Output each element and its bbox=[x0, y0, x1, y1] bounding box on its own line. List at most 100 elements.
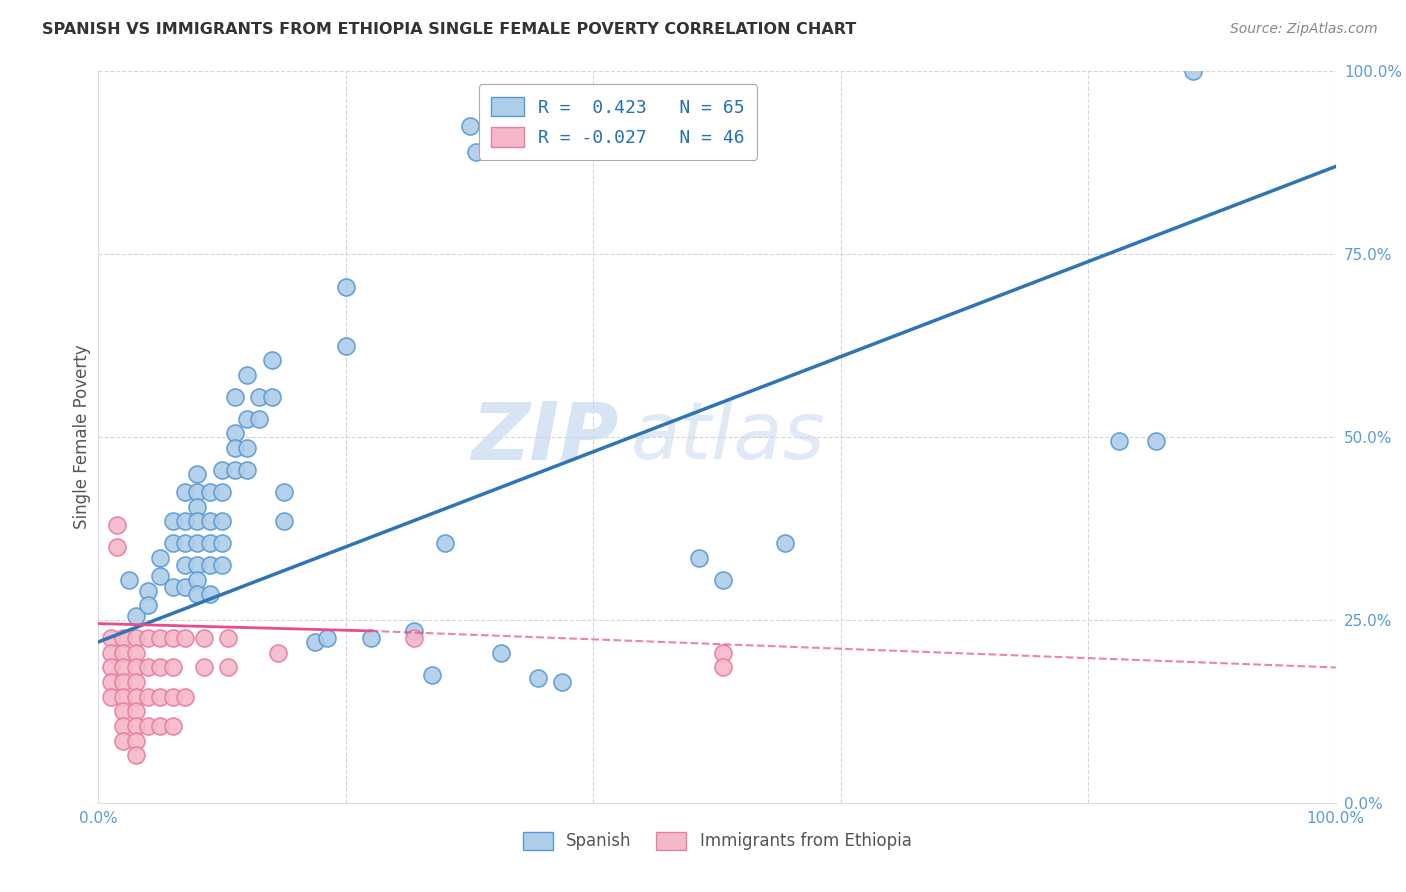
Point bbox=[112, 733, 135, 747]
Point bbox=[100, 675, 122, 690]
Point bbox=[489, 646, 512, 660]
Legend: Spanish, Immigrants from Ethiopia: Spanish, Immigrants from Ethiopia bbox=[513, 822, 921, 860]
Point bbox=[273, 514, 295, 528]
Point bbox=[186, 536, 208, 550]
Point bbox=[162, 514, 184, 528]
Point bbox=[224, 441, 246, 455]
Point bbox=[551, 675, 574, 690]
Point bbox=[124, 719, 146, 733]
Point bbox=[211, 514, 233, 528]
Text: SPANISH VS IMMIGRANTS FROM ETHIOPIA SINGLE FEMALE POVERTY CORRELATION CHART: SPANISH VS IMMIGRANTS FROM ETHIOPIA SING… bbox=[42, 22, 856, 37]
Point bbox=[688, 550, 710, 565]
Point bbox=[124, 733, 146, 747]
Point bbox=[100, 660, 122, 674]
Point bbox=[267, 646, 290, 660]
Point bbox=[124, 705, 146, 719]
Point bbox=[136, 632, 159, 646]
Point bbox=[105, 540, 128, 554]
Point bbox=[186, 514, 208, 528]
Point bbox=[186, 587, 208, 601]
Point bbox=[112, 646, 135, 660]
Text: atlas: atlas bbox=[630, 398, 825, 476]
Point bbox=[174, 536, 197, 550]
Point bbox=[186, 467, 208, 481]
Point bbox=[198, 514, 221, 528]
Point bbox=[422, 667, 444, 681]
Point bbox=[186, 485, 208, 500]
Point bbox=[211, 536, 233, 550]
Point bbox=[402, 624, 425, 638]
Point bbox=[273, 485, 295, 500]
Point bbox=[112, 690, 135, 704]
Point bbox=[711, 660, 734, 674]
Point bbox=[193, 660, 215, 674]
Point bbox=[136, 660, 159, 674]
Point bbox=[247, 390, 270, 404]
Point bbox=[316, 632, 339, 646]
Point bbox=[162, 690, 184, 704]
Point bbox=[174, 558, 197, 573]
Point bbox=[224, 426, 246, 441]
Point bbox=[105, 517, 128, 532]
Point bbox=[198, 587, 221, 601]
Point bbox=[136, 690, 159, 704]
Point bbox=[149, 690, 172, 704]
Point bbox=[174, 580, 197, 594]
Point bbox=[773, 536, 796, 550]
Text: ZIP: ZIP bbox=[471, 398, 619, 476]
Point bbox=[217, 660, 239, 674]
Point bbox=[464, 145, 486, 159]
Point bbox=[112, 705, 135, 719]
Point bbox=[236, 412, 259, 426]
Point bbox=[1108, 434, 1130, 448]
Point bbox=[526, 672, 548, 686]
Point bbox=[124, 748, 146, 763]
Point bbox=[304, 635, 326, 649]
Point bbox=[260, 353, 283, 368]
Point bbox=[162, 660, 184, 674]
Point bbox=[433, 536, 456, 550]
Point bbox=[174, 485, 197, 500]
Point bbox=[711, 646, 734, 660]
Point bbox=[174, 632, 197, 646]
Point bbox=[198, 558, 221, 573]
Point bbox=[124, 690, 146, 704]
Point bbox=[224, 463, 246, 477]
Point bbox=[211, 463, 233, 477]
Point bbox=[236, 463, 259, 477]
Point bbox=[186, 573, 208, 587]
Point bbox=[360, 632, 382, 646]
Point bbox=[1182, 64, 1205, 78]
Point bbox=[711, 573, 734, 587]
Point bbox=[136, 719, 159, 733]
Point bbox=[224, 390, 246, 404]
Point bbox=[186, 500, 208, 514]
Point bbox=[149, 660, 172, 674]
Point bbox=[198, 485, 221, 500]
Point bbox=[193, 632, 215, 646]
Point bbox=[162, 632, 184, 646]
Point bbox=[174, 690, 197, 704]
Point bbox=[162, 536, 184, 550]
Point bbox=[211, 485, 233, 500]
Point bbox=[118, 573, 141, 587]
Point bbox=[149, 632, 172, 646]
Point bbox=[402, 632, 425, 646]
Y-axis label: Single Female Poverty: Single Female Poverty bbox=[73, 345, 91, 529]
Point bbox=[458, 119, 481, 133]
Point bbox=[335, 280, 357, 294]
Point bbox=[100, 690, 122, 704]
Point bbox=[136, 583, 159, 598]
Point bbox=[112, 660, 135, 674]
Point bbox=[124, 632, 146, 646]
Point bbox=[335, 338, 357, 352]
Point bbox=[124, 660, 146, 674]
Point bbox=[112, 675, 135, 690]
Point bbox=[162, 719, 184, 733]
Point bbox=[186, 558, 208, 573]
Point bbox=[162, 580, 184, 594]
Point bbox=[112, 719, 135, 733]
Text: Source: ZipAtlas.com: Source: ZipAtlas.com bbox=[1230, 22, 1378, 37]
Point bbox=[211, 558, 233, 573]
Point bbox=[100, 646, 122, 660]
